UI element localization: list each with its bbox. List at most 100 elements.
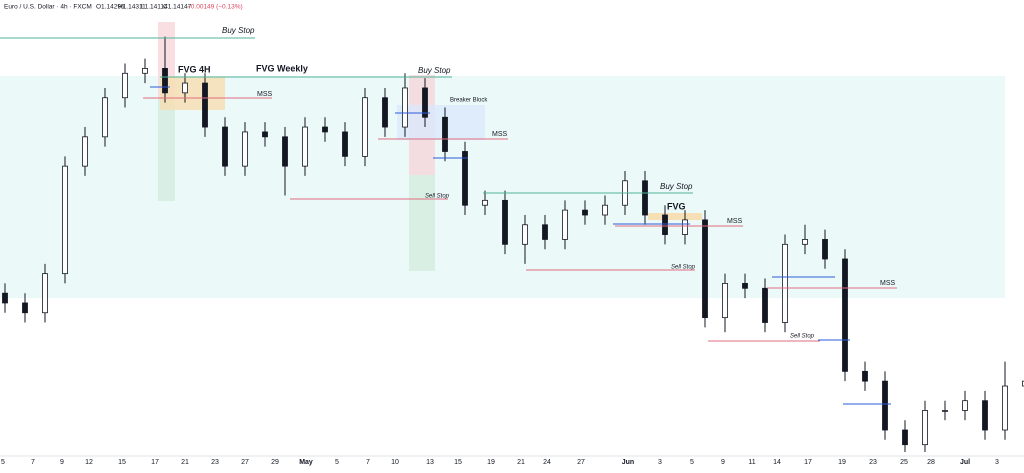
annotation: MSS <box>880 280 896 287</box>
candle-body <box>483 200 488 205</box>
candle-body <box>563 210 568 239</box>
x-tick-label: 13 <box>426 459 434 466</box>
candle-body <box>863 371 868 381</box>
annotation: FVG <box>667 201 686 211</box>
candle-body <box>223 127 228 166</box>
candle-body <box>663 215 668 235</box>
breaker-block-box <box>397 105 485 140</box>
candle-body <box>343 132 348 156</box>
x-tick-label: 15 <box>454 459 462 466</box>
candle-body <box>763 288 768 322</box>
candle-body <box>3 293 8 303</box>
x-tick-label: 17 <box>804 459 812 466</box>
annotation: MSS <box>257 91 273 98</box>
candle-body <box>443 117 448 151</box>
candle-body <box>303 127 308 166</box>
candle-body <box>1003 386 1008 430</box>
candle-body <box>943 410 948 411</box>
candle-body <box>83 137 88 166</box>
candle-body <box>23 303 28 313</box>
annotation: MSS <box>727 218 743 225</box>
annotation: FVG 4H <box>178 64 211 74</box>
range-zone <box>0 76 1005 298</box>
x-tick-label: 28 <box>927 459 935 466</box>
candle-body <box>163 68 168 92</box>
candle-body <box>383 98 388 127</box>
candle-body <box>503 200 508 244</box>
x-tick-label: 24 <box>543 459 551 466</box>
candle-body <box>823 239 828 259</box>
annotation: Sell Stop <box>425 194 450 200</box>
candle-body <box>643 181 648 215</box>
x-tick-label: 27 <box>577 459 585 466</box>
candle-body <box>843 259 848 371</box>
candle-body <box>983 401 988 430</box>
candle-body <box>143 68 148 73</box>
x-tick-label: 27 <box>241 459 249 466</box>
header: Euro / U.S. Dollar · 4h · FXCM O1.14296 … <box>4 4 243 11</box>
x-tick-label: 7 <box>366 459 370 466</box>
x-tick-label: 15 <box>118 459 126 466</box>
annotation: Breaker Block <box>450 98 488 104</box>
x-tick-label: 19 <box>838 459 846 466</box>
annotation: Buy Stop <box>222 26 255 35</box>
x-tick-label: 9 <box>721 459 725 466</box>
x-tick-label: 21 <box>181 459 189 466</box>
green-column <box>409 175 435 271</box>
x-tick-label: 7 <box>31 459 35 466</box>
x-tick-label: 5 <box>1 459 5 466</box>
candle-body <box>123 73 128 97</box>
candle-body <box>703 220 708 318</box>
annotation: Buy Stop <box>418 66 451 75</box>
candle-body <box>523 225 528 245</box>
candle-body <box>963 401 968 411</box>
x-tick-label: 5 <box>335 459 339 466</box>
symbol: Euro / U.S. Dollar · 4h · FXCM <box>4 4 92 11</box>
x-tick-label: 17 <box>151 459 159 466</box>
candle-body <box>543 225 548 240</box>
fvg-4h-box <box>160 77 225 110</box>
candle-body <box>883 381 888 430</box>
candle-body <box>583 210 588 215</box>
fvg-box <box>648 213 702 220</box>
candle-body <box>43 274 48 313</box>
annotation: Sell Stop <box>671 265 696 271</box>
x-tick-label: 29 <box>271 459 279 466</box>
x-tick-label: 19 <box>487 459 495 466</box>
candle-body <box>743 283 748 288</box>
candle-body <box>803 239 808 244</box>
x-tick-label: 3 <box>658 459 662 466</box>
x-tick-label: 23 <box>869 459 877 466</box>
x-tick-label: 5 <box>690 459 694 466</box>
green-column <box>158 100 175 201</box>
candle-body <box>783 244 788 322</box>
x-tick-label: 10 <box>391 459 399 466</box>
x-tick-label: 12 <box>85 459 93 466</box>
x-tick-label: 25 <box>900 459 908 466</box>
x-tick-label: 3 <box>995 459 999 466</box>
candle-body <box>263 132 268 137</box>
candle-body <box>323 127 328 132</box>
annotation: Sell Stop <box>790 334 815 340</box>
annotation: MSS <box>492 131 508 138</box>
candle-body <box>63 166 68 274</box>
x-tick-label: 23 <box>211 459 219 466</box>
x-tick-label: 11 <box>748 459 755 466</box>
annotation: Buy Stop <box>660 182 693 191</box>
x-tick-label: Jul <box>960 459 970 466</box>
candle-body <box>403 88 408 127</box>
candle-body <box>683 220 688 235</box>
candle-body <box>903 430 908 445</box>
candle-body <box>723 283 728 317</box>
candle-body <box>203 83 208 127</box>
x-tick-label: 21 <box>517 459 525 466</box>
change: −0.00149 (−0.13%) <box>187 4 243 11</box>
candle-body <box>603 205 608 215</box>
candle-body <box>103 98 108 137</box>
x-tick-label: May <box>299 459 313 466</box>
zones <box>0 22 1005 298</box>
x-tick-label: 9 <box>60 459 64 466</box>
x-tick-label: 14 <box>773 459 781 466</box>
